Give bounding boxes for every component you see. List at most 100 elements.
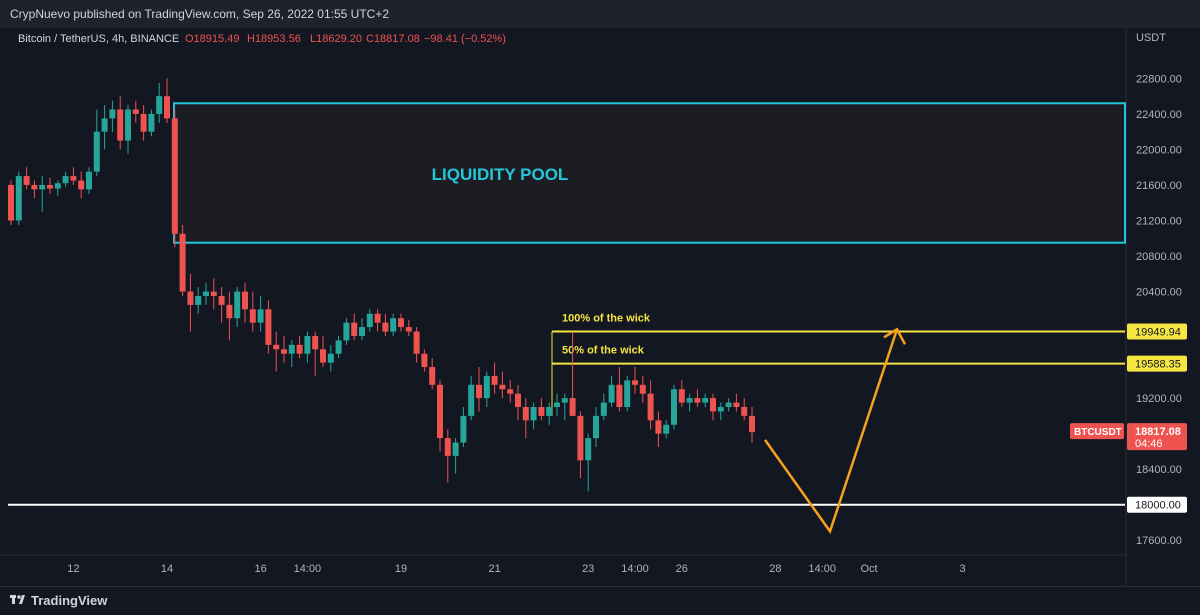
ohlc-open: O18915.49 [185,33,239,45]
price-tick-label: 17600.00 [1136,535,1182,547]
candle-down [8,184,14,221]
candle-up [359,327,365,336]
time-axis[interactable]: 12 14 16 14:00 19 21 23 14:00 26 28 14:00 Oct 3 [67,563,965,575]
wick-50-price-tag-bg [1127,355,1187,372]
projection-arrow[interactable] [763,327,907,535]
price-tick-label: 21600.00 [1136,180,1182,192]
candle-down [515,393,521,408]
candle-down [218,296,225,305]
time-tick-label: 19 [395,563,407,575]
ohlc-low: L18629.20 [310,33,362,45]
candle-down [47,184,53,189]
candle-up [101,118,108,132]
time-tick-label: 12 [67,563,79,575]
symbol-badge: BTCUSDT [1074,427,1122,438]
candle-down [733,402,740,408]
candle-down [616,384,623,408]
liquidity-pool-zone[interactable]: LIQUIDITY POOL [173,102,1126,244]
candle-down [538,407,545,416]
candle-up [585,438,592,461]
candle-up [288,344,295,354]
symbol-badge-bg [1070,423,1124,440]
candle-up [86,171,92,190]
projection-arrowhead [883,327,907,345]
candle-up [717,407,724,412]
candle-down [577,415,584,461]
candle-down [312,335,319,350]
candle-down [78,180,85,190]
candle-down [491,375,498,385]
wick-100-price-tag-bg [1127,323,1187,340]
candle-down [499,384,506,390]
candle-down [70,176,77,181]
candle-up [702,398,709,403]
candle-up [686,398,693,403]
candle-down [31,184,38,190]
candle-down [249,309,256,323]
candle-down [273,344,280,350]
candle-down [639,384,646,394]
ohlc-close: C18817.08 [366,33,420,45]
wick-100-price-tag: 19949.94 [1135,327,1181,339]
candle-up [624,380,631,408]
price-levels[interactable]: 100% of the wick 50% of the wick [8,313,1125,506]
candle-up [125,109,131,141]
candle-up [600,402,607,416]
candle-down [476,384,482,399]
candle-up [327,353,334,363]
tradingview-brand: TradingView [31,593,108,608]
candle-up [468,384,475,416]
wick-level-label: 50% of the wick [562,345,645,357]
ohlc-high: H18953.56 [247,33,301,45]
price-chart[interactable]: LIQUIDITY POOL 100% of the wick 50% of th… [0,28,1200,586]
candle-down [741,407,748,416]
price-tick-label: 19200.00 [1136,393,1182,405]
candle-down [374,313,381,323]
candle-up [452,442,459,456]
price-tick-label: 22800.00 [1136,73,1182,85]
time-tick-label: Oct [860,563,877,575]
candle-up [554,402,560,408]
symbol-title: Bitcoin / TetherUS, 4h, BINANCE [18,33,179,45]
tradingview-logo-icon [10,595,25,604]
candle-down [632,380,638,385]
price-tick-label: 20800.00 [1136,251,1182,263]
candle-down [187,291,194,305]
projection-path[interactable] [763,328,899,535]
time-tick-label: 14:00 [621,563,649,575]
candle-down [569,398,576,416]
last-price-tag-bg [1127,423,1187,451]
candle-up [546,407,553,416]
candle-up [593,415,599,439]
liquidity-pool-box[interactable] [173,102,1126,244]
candle-up [483,375,490,399]
candle-up [109,109,116,119]
candle-countdown: 04:46 [1135,438,1163,450]
time-tick-label: 3 [960,563,966,575]
candle-down [351,322,358,336]
candle-down [210,291,217,296]
candle-down [405,327,412,332]
candle-up [460,415,467,443]
candle-down [132,109,139,114]
candle-down [140,113,147,132]
wick-level-label: 100% of the wick [562,313,651,325]
wick-50-price-tag: 19588.35 [1135,359,1181,371]
candle-up [93,131,100,172]
candle-down [23,176,30,185]
footer: TradingView [0,586,1200,615]
candle-up [671,389,677,425]
time-tick-label: 14:00 [808,563,836,575]
candle-down [522,407,529,421]
candle-down [421,353,428,368]
support-price-tag: 18000.00 [1135,500,1181,512]
price-axis[interactable]: USDT 22800.00 22400.00 22000.00 21600.00 2120… [1070,32,1187,547]
candle-down [647,393,654,421]
candle-up [343,322,350,341]
time-tick-label: 23 [582,563,594,575]
price-tick-label: 22400.00 [1136,109,1182,121]
candle-up [608,384,615,403]
candle-up [530,407,537,421]
candle-up [366,313,373,328]
candle-down [320,349,326,363]
